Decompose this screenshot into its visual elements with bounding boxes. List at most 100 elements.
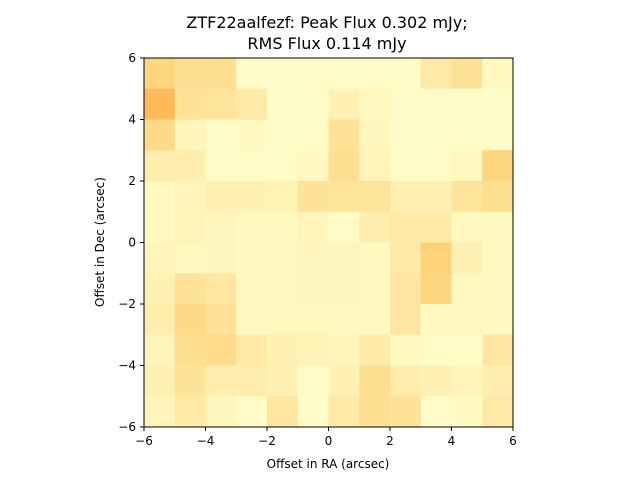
heatmap-cell: [144, 365, 176, 397]
heatmap-cell: [236, 181, 268, 213]
x-axis-label: Offset in RA (arcsec): [267, 457, 390, 471]
heatmap-cell: [420, 58, 452, 90]
heatmap-cell: [359, 181, 391, 213]
heatmap-cell: [420, 242, 452, 274]
heatmap-cell: [267, 273, 299, 305]
heatmap-cell: [174, 334, 206, 366]
heatmap-cell: [236, 304, 268, 336]
heatmap-cell: [328, 304, 360, 336]
y-axis-label: Offset in Dec (arcsec): [93, 177, 107, 307]
heatmap-cell: [482, 273, 514, 305]
heatmap-cell: [328, 119, 360, 151]
x-axis-ticks: −6 −4 −2 0 2 4 6: [135, 427, 517, 448]
heatmap-cell: [451, 58, 483, 90]
heatmap-cell: [144, 396, 176, 428]
heatmap-cell: [451, 181, 483, 213]
y-tick-label: 6: [128, 51, 136, 65]
heatmap-cell: [359, 273, 391, 305]
heatmap-cell: [390, 88, 422, 120]
heatmap-cell: [420, 334, 452, 366]
heatmap-cell: [390, 273, 422, 305]
heatmap-cell: [359, 242, 391, 274]
heatmap-cell: [297, 88, 329, 120]
y-tick-label: 0: [128, 236, 136, 250]
heatmap-cell: [328, 242, 360, 274]
heatmap-cell: [420, 119, 452, 151]
heatmap-cell: [297, 396, 329, 428]
heatmap-cell: [451, 396, 483, 428]
heatmap-cell: [174, 119, 206, 151]
heatmap-cell: [297, 365, 329, 397]
heatmap-cell: [359, 396, 391, 428]
heatmap-cell: [482, 181, 514, 213]
heatmap-cell: [267, 119, 299, 151]
heatmap-cell: [205, 211, 237, 243]
y-axis-ticks: −6 −4 −2 0 2 4 6: [118, 51, 144, 434]
heatmap-cell: [420, 273, 452, 305]
heatmap-cell: [451, 88, 483, 120]
y-tick-label: −2: [118, 297, 136, 311]
heatmap-cell: [174, 273, 206, 305]
heatmap-cell: [390, 181, 422, 213]
heatmap-cell: [328, 334, 360, 366]
heatmap-cell: [144, 334, 176, 366]
heatmap-cell: [297, 150, 329, 182]
heatmap-cell: [174, 304, 206, 336]
heatmap-cell: [267, 181, 299, 213]
heatmap-cell: [390, 211, 422, 243]
heatmap-cell: [359, 365, 391, 397]
heatmap-cell: [328, 211, 360, 243]
heatmap-cell: [267, 334, 299, 366]
heatmap-cell: [328, 396, 360, 428]
heatmap-cell: [390, 242, 422, 274]
heatmap-cell: [144, 273, 176, 305]
x-tick-label: −4: [197, 434, 215, 448]
heatmap-cell: [144, 242, 176, 274]
heatmap-cell: [236, 273, 268, 305]
heatmap-cell: [482, 58, 514, 90]
heatmap-cell: [205, 304, 237, 336]
heatmap-cell: [482, 211, 514, 243]
heatmap-cell: [174, 365, 206, 397]
heatmap-cell: [267, 396, 299, 428]
x-tick-label: 6: [509, 434, 517, 448]
heatmap-cell: [420, 150, 452, 182]
heatmap-cell: [267, 58, 299, 90]
heatmap-cell: [328, 181, 360, 213]
heatmap-cell: [390, 150, 422, 182]
heatmap-cell: [482, 304, 514, 336]
x-tick-label: 4: [448, 434, 456, 448]
heatmap-cell: [482, 88, 514, 120]
x-tick-label: 0: [325, 434, 333, 448]
heatmap-cell: [144, 58, 176, 90]
heatmap-cell: [451, 334, 483, 366]
heatmap-cell: [390, 334, 422, 366]
heatmap-cell: [359, 58, 391, 90]
heatmap-cell: [451, 365, 483, 397]
heatmap-cell: [174, 88, 206, 120]
heatmap-cell: [267, 242, 299, 274]
heatmap-cell: [359, 88, 391, 120]
heatmap-cell: [390, 58, 422, 90]
heatmap-cell: [174, 242, 206, 274]
heatmap-cell: [236, 58, 268, 90]
heatmap-cell: [420, 181, 452, 213]
heatmap-cell: [390, 119, 422, 151]
heatmap-cell: [297, 119, 329, 151]
heatmap-cells: [144, 58, 514, 428]
heatmap-cell: [144, 119, 176, 151]
heatmap-cell: [359, 119, 391, 151]
heatmap-cell: [451, 150, 483, 182]
heatmap-cell: [482, 365, 514, 397]
x-tick-label: 2: [386, 434, 394, 448]
heatmap-cell: [144, 150, 176, 182]
heatmap-cell: [328, 150, 360, 182]
heatmap-cell: [205, 88, 237, 120]
heatmap-cell: [451, 304, 483, 336]
heatmap-cell: [482, 396, 514, 428]
heatmap-cell: [328, 273, 360, 305]
heatmap-cell: [359, 304, 391, 336]
heatmap-cell: [267, 365, 299, 397]
heatmap-cell: [420, 88, 452, 120]
heatmap-cell: [236, 88, 268, 120]
